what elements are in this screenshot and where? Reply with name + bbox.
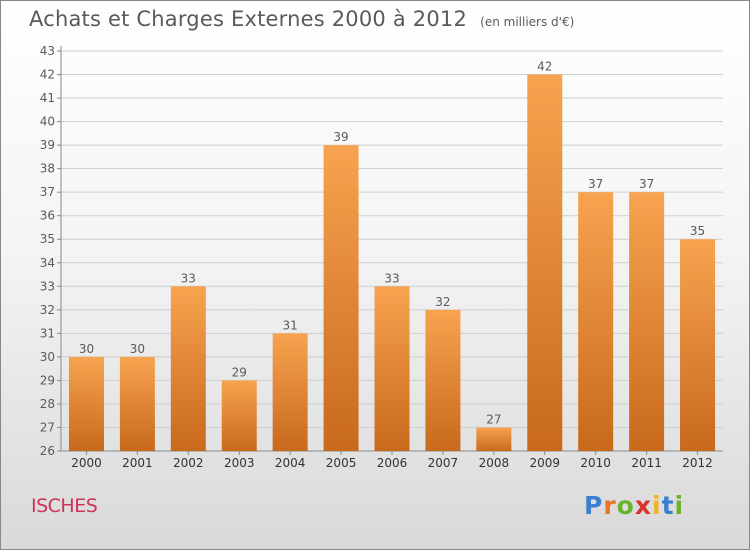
logo-letter: i — [674, 491, 685, 520]
y-tick-label: 43 — [40, 44, 55, 58]
bar-2006 — [374, 286, 410, 451]
bar-2007 — [425, 309, 461, 451]
bar-2002 — [170, 286, 206, 451]
y-tick-label: 40 — [40, 115, 55, 129]
x-tick-label-2006: 2006 — [377, 456, 408, 470]
data-label-2006: 33 — [384, 271, 399, 285]
bar-2003 — [221, 380, 257, 451]
y-tick-label: 34 — [40, 256, 55, 270]
x-tick-label-2000: 2000 — [71, 456, 102, 470]
data-label-2000: 30 — [79, 342, 94, 356]
x-tick-label-2011: 2011 — [631, 456, 662, 470]
y-tick-label: 41 — [40, 91, 55, 105]
x-tick-label-2012: 2012 — [682, 456, 713, 470]
bars — [68, 74, 716, 452]
data-label-2008: 27 — [486, 412, 501, 426]
data-label-2001: 30 — [130, 342, 145, 356]
bar-2010 — [578, 192, 614, 452]
data-labels: 30 30 33 29 31 39 33 32 27 42 37 37 35 — [79, 60, 705, 427]
x-tick-label-2009: 2009 — [529, 456, 560, 470]
y-tick-label: 36 — [40, 209, 55, 223]
y-tick-label: 29 — [40, 373, 55, 387]
data-label-2005: 39 — [333, 130, 348, 144]
data-label-2003: 29 — [232, 365, 247, 379]
y-tick-label: 33 — [40, 279, 55, 293]
logo-letter: P — [584, 491, 604, 520]
x-tick-label-2004: 2004 — [275, 456, 306, 470]
y-tick-label: 38 — [40, 162, 55, 176]
logo-letter: x — [634, 491, 652, 520]
x-tick-label-2002: 2002 — [173, 456, 204, 470]
chart-unit: (en milliers d'€) — [480, 15, 575, 29]
y-tick-label: 37 — [40, 185, 55, 199]
data-label-2012: 35 — [690, 224, 705, 238]
x-tick-label-2010: 2010 — [580, 456, 611, 470]
logo-letter: o — [616, 491, 635, 520]
data-label-2002: 33 — [181, 271, 196, 285]
chart-title: Achats et Charges Externes 2000 à 2012 — [29, 7, 468, 31]
y-tick-label: 26 — [40, 444, 55, 458]
bar-2000 — [68, 356, 104, 451]
y-tick-label: 31 — [40, 326, 55, 340]
x-tick-label-2007: 2007 — [428, 456, 459, 470]
logo-letter: i — [652, 491, 662, 520]
y-tick-label: 28 — [40, 397, 55, 411]
logo-letter: t — [661, 491, 675, 520]
logo-letter: r — [603, 491, 617, 520]
y-tick-label: 35 — [40, 232, 55, 246]
bar-2012 — [680, 239, 716, 451]
y-tick-label: 30 — [40, 350, 55, 364]
data-label-2009: 42 — [537, 60, 552, 74]
bar-2004 — [272, 333, 308, 451]
bar-2009 — [527, 74, 563, 451]
x-tick-label-2001: 2001 — [122, 456, 153, 470]
data-label-2004: 31 — [283, 318, 298, 332]
data-label-2011: 37 — [639, 177, 654, 191]
x-tick-label-2008: 2008 — [479, 456, 510, 470]
data-label-2007: 32 — [435, 295, 450, 309]
commune-name: ISCHES — [31, 495, 98, 517]
x-tick-label-2003: 2003 — [224, 456, 255, 470]
x-tick-label-2005: 2005 — [326, 456, 357, 470]
y-tick-label: 39 — [40, 138, 55, 152]
y-tick-label: 42 — [40, 68, 55, 82]
bar-2008 — [476, 427, 512, 451]
bar-2011 — [629, 192, 665, 452]
x-tick-labels: 2000 2001 2002 2003 2004 2005 2006 2007 2008 2009… — [71, 456, 713, 470]
y-tick-label: 32 — [40, 303, 55, 317]
y-tick-label: 27 — [40, 420, 55, 434]
bar-2005 — [323, 145, 359, 451]
data-label-2010: 37 — [588, 177, 603, 191]
proxiti-logo: Proxiti — [584, 491, 684, 520]
y-tick-labels: 26 27 28 29 30 31 32 33 34 35 36 37 38 39 40 41 42 43 — [40, 44, 55, 458]
bar-2001 — [119, 356, 155, 451]
chart-title-block: Achats et Charges Externes 2000 à 2012 (… — [29, 7, 574, 31]
